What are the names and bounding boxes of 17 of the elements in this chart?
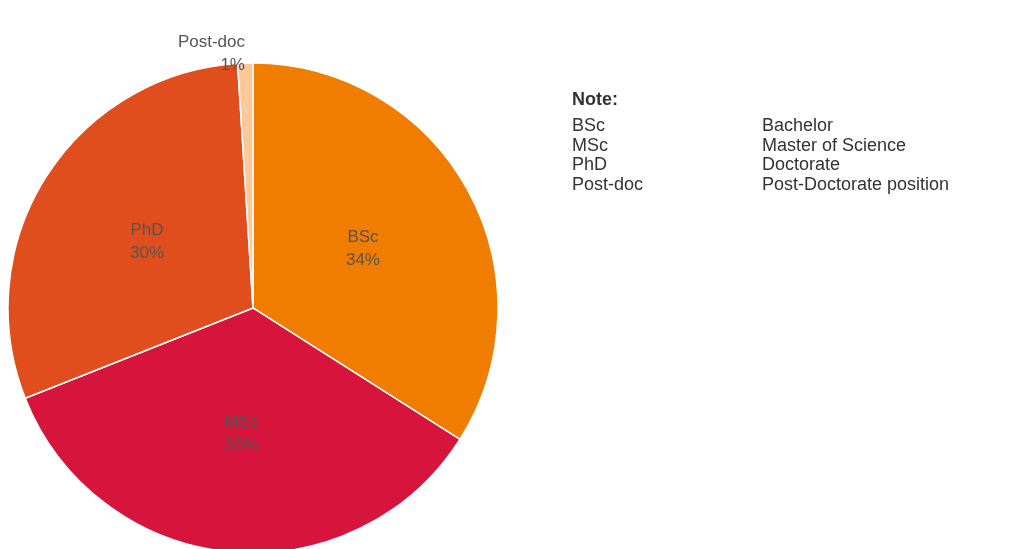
data-label: 1% [220, 55, 245, 75]
slice-label: MSc [224, 411, 259, 431]
text: Note: [572, 89, 618, 109]
data-label: 30% [130, 242, 165, 262]
text: BSc [572, 115, 606, 135]
text: PhD [572, 154, 608, 174]
slice-label: PhD [130, 219, 164, 239]
data-label: 34% [345, 249, 380, 269]
text: MSc [572, 134, 608, 155]
text: Bachelor [762, 115, 834, 135]
text: Post-doc [572, 173, 644, 194]
data-label: 35% [224, 434, 259, 454]
text: Doctorate [762, 154, 841, 174]
text: Post-Doctorate position [762, 173, 950, 194]
text: Master of Science [762, 134, 907, 155]
slice-label: Post-doc [177, 32, 246, 52]
slice-label: BSc [347, 226, 380, 246]
